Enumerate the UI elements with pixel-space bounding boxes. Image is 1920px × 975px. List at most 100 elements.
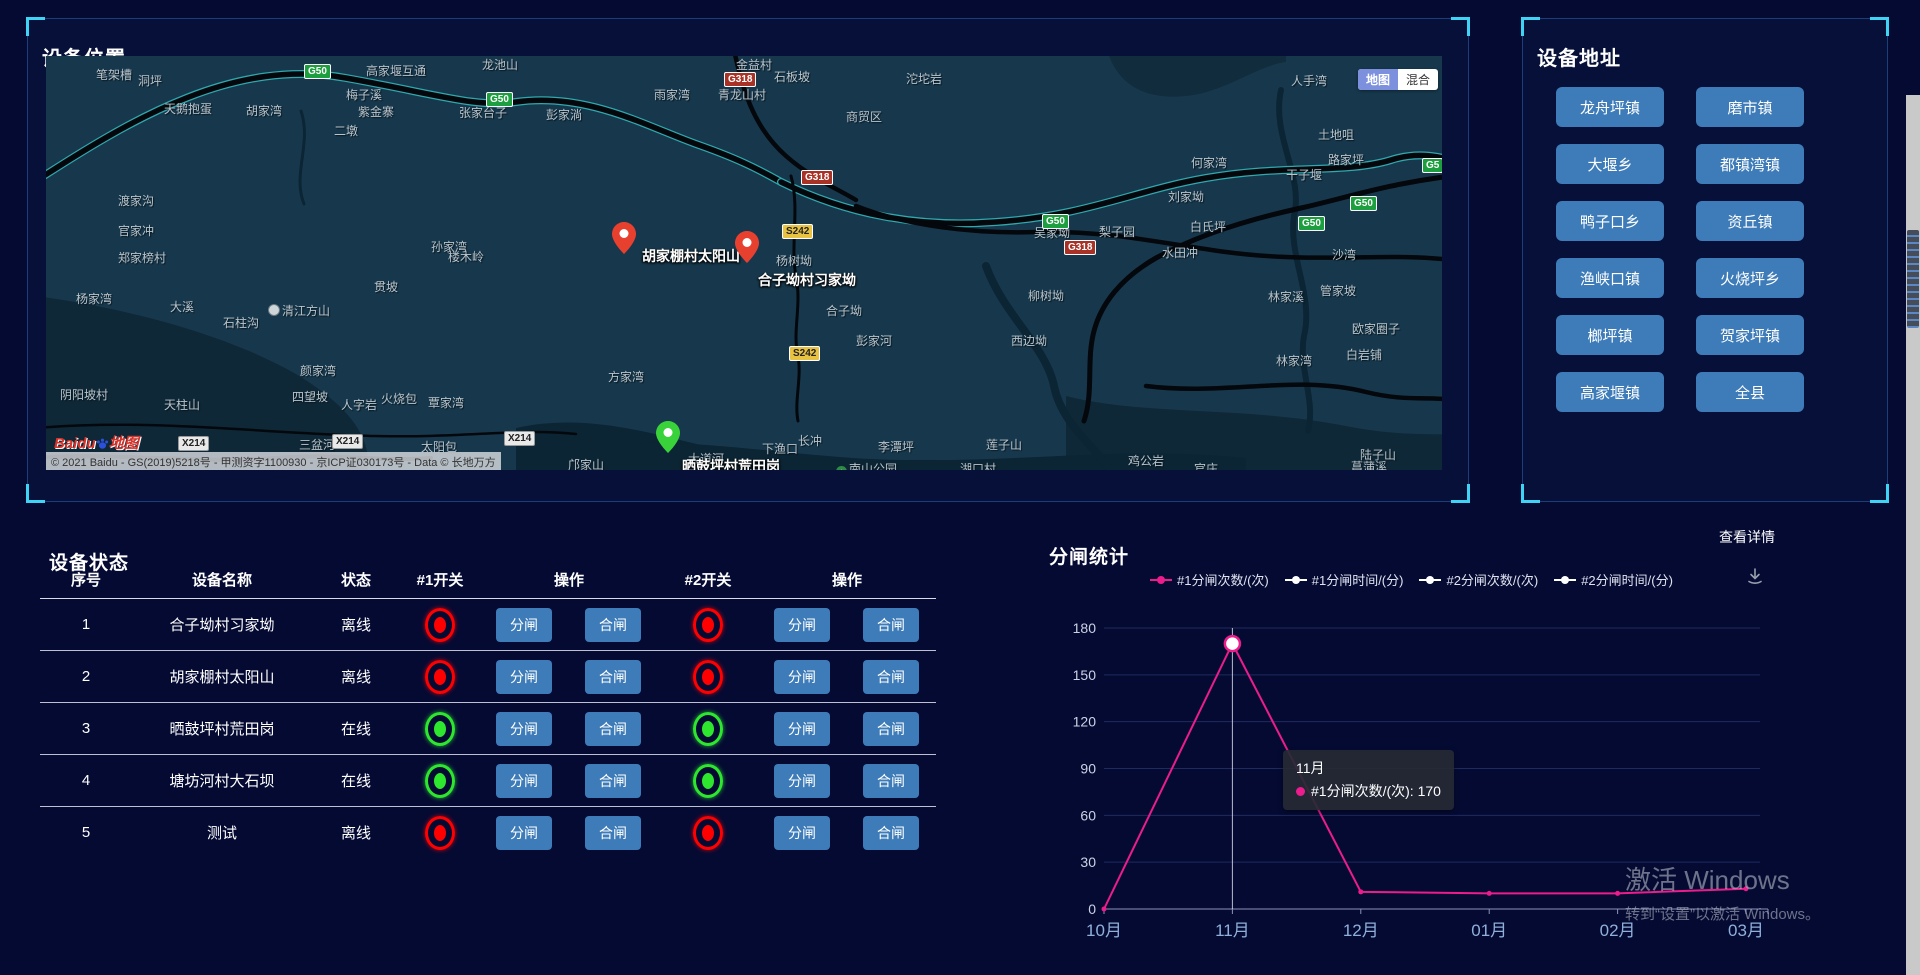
map-type-toggle[interactable]: 地图 混合 bbox=[1358, 69, 1439, 90]
road-shield: G50 bbox=[1042, 214, 1069, 229]
map-place-label: 孙家湾 bbox=[431, 240, 468, 254]
corner-accent bbox=[26, 484, 45, 503]
road-shield: G50 bbox=[486, 92, 513, 107]
switch1-indicator bbox=[425, 711, 455, 746]
map-place-label: 张家台子 bbox=[459, 106, 508, 120]
close-switch2-button[interactable]: 合闸 bbox=[863, 815, 919, 850]
legend-item[interactable]: #2分闸时间/(分) bbox=[1554, 570, 1673, 589]
open-switch1-button[interactable]: 分闸 bbox=[496, 711, 552, 746]
map-place-label: 商贸区 bbox=[846, 110, 883, 124]
map-type-option[interactable]: 地图 bbox=[1358, 69, 1399, 90]
address-button-1[interactable]: 龙舟坪镇 bbox=[1556, 87, 1664, 127]
legend-item[interactable]: #1分闸时间/(分) bbox=[1284, 570, 1403, 589]
map-place-label: 梅子溪 bbox=[346, 88, 383, 102]
download-icon[interactable] bbox=[1745, 566, 1765, 591]
corner-accent bbox=[1521, 484, 1540, 503]
park-icon: ▲ bbox=[836, 466, 847, 470]
legend-item[interactable]: #2分闸次数/(次) bbox=[1419, 570, 1538, 589]
switch1-indicator bbox=[425, 659, 455, 694]
road-shield: G318 bbox=[1064, 240, 1097, 255]
close-switch1-button[interactable]: 合闸 bbox=[585, 607, 641, 642]
view-details-link[interactable]: 查看详情 bbox=[1719, 529, 1775, 545]
open-switch1-button[interactable]: 分闸 bbox=[496, 659, 552, 694]
address-button-3[interactable]: 大堰乡 bbox=[1556, 144, 1664, 184]
address-button-11[interactable]: 高家堰镇 bbox=[1556, 372, 1664, 412]
open-switch2-button[interactable]: 分闸 bbox=[774, 607, 830, 642]
legend-dot-icon bbox=[1426, 575, 1435, 584]
close-switch1-button[interactable]: 合闸 bbox=[585, 659, 641, 694]
legend-marker-icon bbox=[1284, 575, 1307, 584]
open-switch2-button[interactable]: 分闸 bbox=[774, 711, 830, 746]
map-pin-label: 胡家棚村太阳山 bbox=[642, 248, 740, 264]
address-button-9[interactable]: 榔坪镇 bbox=[1556, 315, 1664, 355]
address-button-2[interactable]: 磨市镇 bbox=[1696, 87, 1804, 127]
baidu-map[interactable]: 笔架槽 洞坪 天鹅抱蛋 胡家湾 高家堰互通 梅子溪 紫金寨 二墩 张家台子 龙池山 彭家淌 雨家湾 金益… bbox=[46, 56, 1442, 470]
address-button-7[interactable]: 渔峡口镇 bbox=[1556, 258, 1664, 298]
table-row: 2 胡家棚村太阳山 离线 分闸 合闸 分闸 合闸 bbox=[40, 651, 936, 703]
row-index: 4 bbox=[81, 772, 91, 789]
close-switch2-cell: 合闸 bbox=[846, 607, 936, 642]
close-switch2-button[interactable]: 合闸 bbox=[863, 607, 919, 642]
map-pin[interactable] bbox=[656, 421, 680, 453]
open-switch1-button[interactable]: 分闸 bbox=[496, 607, 552, 642]
switch2-indicator bbox=[693, 763, 723, 798]
road-shield: S242 bbox=[782, 224, 814, 239]
map-place-label: 龙池山 bbox=[482, 58, 519, 72]
indicator-core bbox=[434, 772, 446, 789]
column-header: 操作 bbox=[553, 571, 584, 589]
map-place-label: 干子堰 bbox=[1286, 168, 1323, 182]
switch2-indicator bbox=[693, 607, 723, 642]
close-switch2-button[interactable]: 合闸 bbox=[863, 763, 919, 798]
map-place-label: 刘家坳 bbox=[1168, 190, 1205, 204]
open-switch2-button[interactable]: 分闸 bbox=[774, 763, 830, 798]
open-switch1-button[interactable]: 分闸 bbox=[496, 763, 552, 798]
close-switch2-button[interactable]: 合闸 bbox=[863, 659, 919, 694]
road-shield: X214 bbox=[504, 431, 536, 446]
svg-text:03月: 03月 bbox=[1728, 921, 1764, 940]
map-place-label: 方家湾 bbox=[608, 370, 645, 384]
map-place-label: 人手湾 bbox=[1291, 74, 1328, 88]
map-place-label: 邝家山 bbox=[568, 458, 605, 470]
device-status: 离线 bbox=[340, 669, 371, 686]
open-switch2-cell: 分闸 bbox=[758, 711, 846, 746]
map-type-option[interactable]: 混合 bbox=[1406, 73, 1431, 87]
corner-accent bbox=[1451, 17, 1470, 36]
map-place-label: 三盆河 bbox=[299, 438, 336, 452]
column-header: #2开关 bbox=[684, 571, 732, 589]
page-scrollbar[interactable] bbox=[1906, 95, 1920, 975]
column-header: 设备名称 bbox=[191, 571, 252, 589]
address-button-5[interactable]: 鸭子口乡 bbox=[1556, 201, 1664, 241]
address-button-4[interactable]: 都镇湾镇 bbox=[1696, 144, 1804, 184]
close-switch1-button[interactable]: 合闸 bbox=[585, 815, 641, 850]
open-switch2-cell: 分闸 bbox=[758, 815, 846, 850]
map-place-label: 紫金寨 bbox=[358, 105, 395, 119]
map-place-label: 彭家淌 bbox=[546, 108, 583, 122]
table-header-row: 序号 设备名称 状态 #1开关 操作 #2开关 操作 bbox=[40, 560, 936, 599]
close-switch1-cell: 合闸 bbox=[568, 711, 658, 746]
address-button-10[interactable]: 贺家坪镇 bbox=[1696, 315, 1804, 355]
open-switch1-cell: 分闸 bbox=[480, 711, 568, 746]
device-status-table: 序号 设备名称 状态 #1开关 操作 #2开关 操作 1 合子坳村习家坳 离线 分闸 合闸 分闸 合闸 2 胡… bbox=[40, 560, 936, 858]
scrollbar-thumb[interactable] bbox=[1907, 230, 1919, 328]
map-pin[interactable] bbox=[735, 231, 759, 263]
close-switch1-button[interactable]: 合闸 bbox=[585, 711, 641, 746]
legend-item[interactable]: #1分闸次数/(次) bbox=[1150, 570, 1269, 589]
close-switch1-button[interactable]: 合闸 bbox=[585, 763, 641, 798]
address-button-grid: 龙舟坪镇 磨市镇 大堰乡 都镇湾镇 鸭子口乡 资丘镇 渔峡口镇 火烧坪乡 榔坪镇 贺家坪镇 高家堰镇… bbox=[1556, 87, 1804, 412]
device-name: 晒鼓坪村荒田岗 bbox=[169, 721, 275, 738]
table-row: 1 合子坳村习家坳 离线 分闸 合闸 分闸 合闸 bbox=[40, 599, 936, 651]
address-button-12[interactable]: 全县 bbox=[1696, 372, 1804, 412]
open-switch1-button[interactable]: 分闸 bbox=[496, 815, 552, 850]
map-pin[interactable] bbox=[612, 222, 636, 254]
address-button-8[interactable]: 火烧坪乡 bbox=[1696, 258, 1804, 298]
map-place-label: 陆子山 bbox=[1360, 448, 1397, 462]
open-switch2-button[interactable]: 分闸 bbox=[774, 815, 830, 850]
address-button-6[interactable]: 资丘镇 bbox=[1696, 201, 1804, 241]
close-switch2-button[interactable]: 合闸 bbox=[863, 711, 919, 746]
map-roads bbox=[46, 56, 1442, 470]
close-switch1-cell: 合闸 bbox=[568, 607, 658, 642]
open-switch2-button[interactable]: 分闸 bbox=[774, 659, 830, 694]
svg-text:180: 180 bbox=[1073, 620, 1097, 636]
tooltip-title: 11月 bbox=[1296, 760, 1325, 776]
legend-marker-icon bbox=[1554, 575, 1577, 584]
